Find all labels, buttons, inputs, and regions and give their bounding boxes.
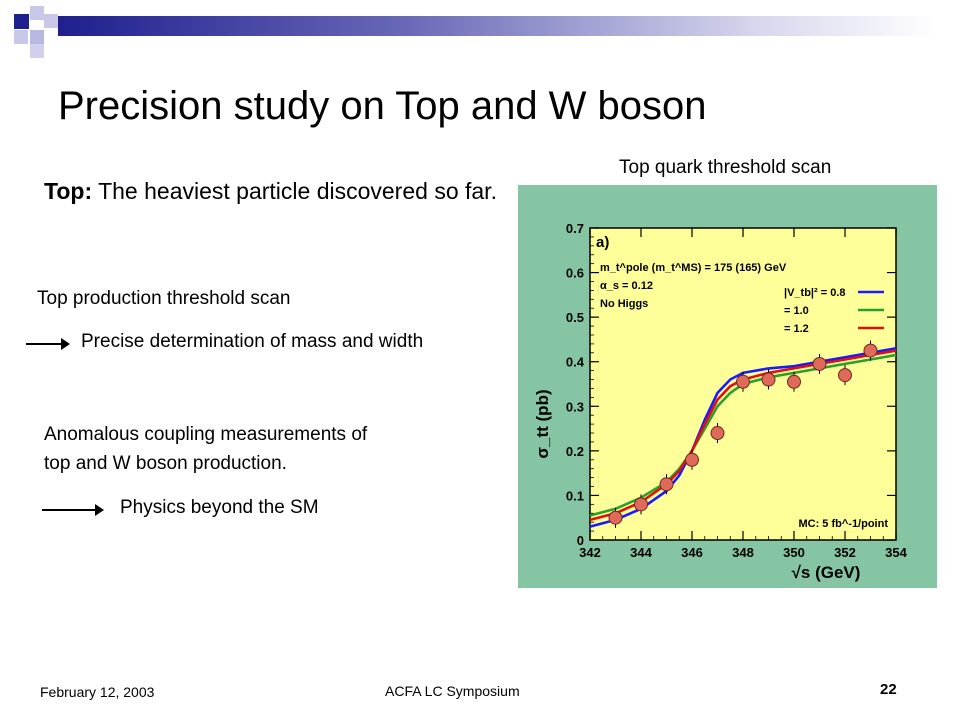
mc-annotation: MC: 5 fb^-1/point <box>798 518 888 530</box>
x-tick-label: 350 <box>783 545 805 560</box>
y-tick-label: 0.7 <box>566 221 584 236</box>
header-square-light <box>30 44 44 58</box>
header-square-light <box>30 6 44 20</box>
top-label: Top: <box>44 178 93 204</box>
anomalous-line-1: Anomalous coupling measurements of <box>44 424 368 445</box>
series-line <box>589 347 897 528</box>
legend-label: |V_tb|² = 0.8 <box>784 287 845 299</box>
right-arrow-icon <box>42 504 104 516</box>
figure-caption: Top quark threshold scan <box>619 157 832 178</box>
x-tick-label: 342 <box>579 545 601 560</box>
right-arrow-icon <box>26 338 70 350</box>
footer-center: ACFA LC Symposium <box>385 683 520 699</box>
top-text: The heaviest particle discovered so far. <box>92 178 497 204</box>
y-axis-label: σ_tt (pb) <box>533 389 552 458</box>
legend-label: = 1.2 <box>784 323 809 335</box>
legend-label: = 1.0 <box>784 305 809 317</box>
anomalous-line-2: top and W boson production. <box>44 453 287 474</box>
x-tick-label: 348 <box>732 545 754 560</box>
anomalous-result: Physics beyond the SM <box>120 497 319 518</box>
y-tick-label: 0.3 <box>566 399 584 414</box>
y-tick-label: 0 <box>577 533 584 548</box>
panel-label: a) <box>596 234 609 251</box>
top-description: Top: The heaviest particle discovered so… <box>44 176 514 207</box>
x-tick-label: 352 <box>834 545 856 560</box>
y-tick-label: 0.5 <box>566 310 584 325</box>
mass-annotation: m_t^pole (m_t^MS) = 175 (165) GeV <box>600 262 787 274</box>
series-line <box>589 353 897 517</box>
y-tick-label: 0.1 <box>566 488 584 503</box>
x-tick-label: 344 <box>630 545 652 560</box>
x-tick-label: 346 <box>681 545 703 560</box>
x-axis-label: √s (GeV) <box>792 563 861 582</box>
header-square-light <box>14 30 28 44</box>
x-tick-label: 354 <box>885 545 907 560</box>
y-tick-label: 0.2 <box>566 444 584 459</box>
data-point <box>761 372 776 387</box>
footer-date: February 12, 2003 <box>40 684 155 700</box>
data-point <box>634 497 648 512</box>
header-square-light <box>30 30 44 44</box>
header-gradient-bar <box>58 16 938 36</box>
data-point <box>812 356 827 371</box>
y-tick-label: 0.4 <box>566 355 585 370</box>
data-point <box>685 452 699 467</box>
data-point <box>736 374 750 389</box>
threshold-scan-chart: 342 344 346 348 350 352 354 0 0.1 0.2 0.3 0.4 0.5 0.6… <box>533 221 908 582</box>
data-point <box>608 510 623 525</box>
threshold-scan-figure: 342 344 346 348 350 352 354 0 0.1 0.2 0.3 0.4 0.5 0.6… <box>518 185 937 588</box>
data-point <box>838 368 852 383</box>
header-square-light <box>44 14 58 28</box>
alpha-annotation: α_s = 0.12 <box>600 280 653 292</box>
threshold-heading: Top production threshold scan <box>37 288 291 309</box>
data-point <box>787 374 801 389</box>
slide-number: 22 <box>880 681 897 698</box>
header-square-navy <box>14 14 29 29</box>
y-tick-label: 0.6 <box>566 266 584 281</box>
data-point <box>863 343 878 358</box>
data-point <box>659 477 674 492</box>
higgs-annotation: No Higgs <box>600 298 648 310</box>
threshold-result: Precise determination of mass and width <box>81 331 424 352</box>
series-line <box>589 349 897 522</box>
slide-title: Precision study on Top and W boson <box>58 84 707 128</box>
data-point <box>710 426 725 441</box>
